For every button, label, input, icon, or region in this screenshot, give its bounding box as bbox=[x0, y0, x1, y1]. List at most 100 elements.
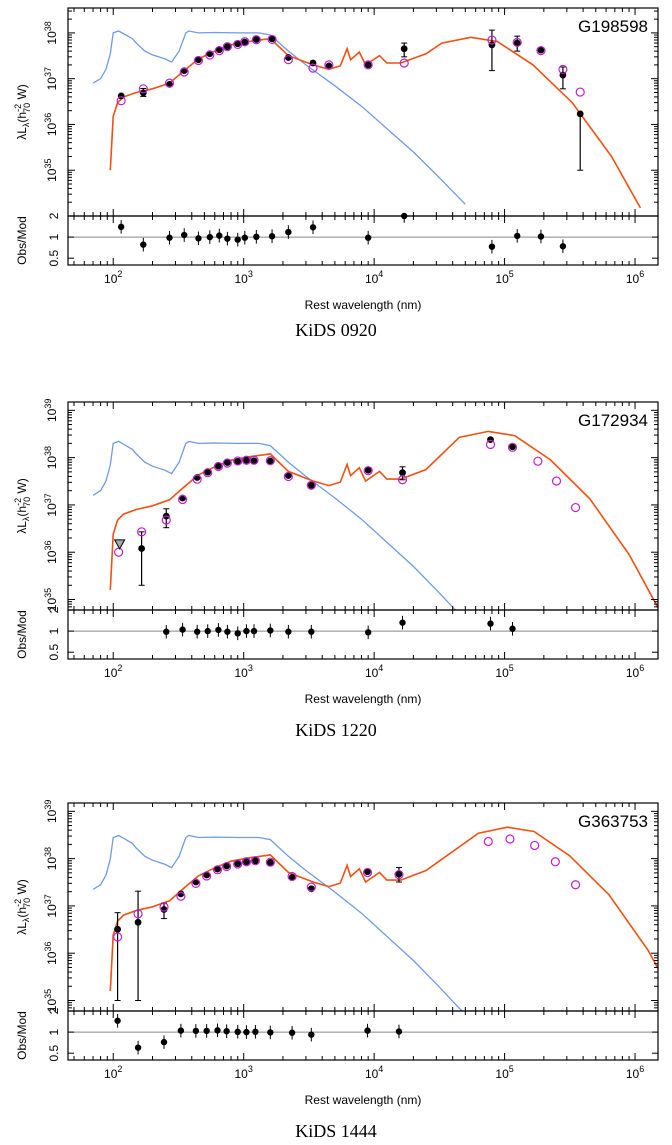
ratio-point bbox=[509, 625, 516, 632]
observed-point bbox=[134, 918, 142, 926]
model-photometry-point bbox=[306, 882, 316, 892]
y-tick-label: 1036 bbox=[43, 113, 59, 136]
y-tick-label: 1039 bbox=[43, 800, 59, 823]
ratio-point bbox=[114, 1017, 121, 1024]
ratio-point bbox=[241, 234, 249, 241]
ratio-point bbox=[267, 627, 274, 634]
sed-panel-g172934: 1035 1036 1037 1038 1039 2 1 0.5 102 103 104 105 106… bbox=[13, 399, 659, 740]
observed-point bbox=[214, 865, 221, 873]
model-photometry-point bbox=[205, 50, 215, 60]
observed-point bbox=[252, 36, 260, 43]
model-photometry-point bbox=[114, 547, 124, 557]
model-photometry-point bbox=[394, 869, 404, 880]
ratio-point bbox=[308, 628, 315, 635]
model-photometry-point bbox=[283, 55, 293, 65]
observed-point bbox=[307, 481, 315, 489]
ratio-point bbox=[234, 630, 241, 637]
model-photometry-point bbox=[551, 476, 562, 486]
ratio-point bbox=[166, 234, 173, 241]
ratio-point bbox=[285, 628, 292, 635]
y-tick-label: 1037 bbox=[43, 67, 59, 90]
main-plot-frame bbox=[67, 401, 659, 611]
total-model-curve bbox=[109, 36, 642, 209]
x-tick-label: 104 bbox=[365, 663, 383, 680]
observed-point bbox=[180, 67, 188, 75]
model-photometry-point bbox=[251, 35, 261, 45]
ratio-point bbox=[514, 232, 521, 240]
observed-point bbox=[399, 469, 406, 477]
ratio-tick-label: 2 bbox=[47, 606, 61, 613]
y-tick-label: 1035 bbox=[43, 159, 59, 182]
observed-point bbox=[395, 870, 403, 878]
model-photometry-point bbox=[133, 909, 143, 919]
ratio-point bbox=[234, 236, 241, 243]
observed-point bbox=[204, 468, 212, 476]
model-photometry-point bbox=[212, 865, 223, 875]
observed-point bbox=[288, 874, 296, 881]
model-photometry-point bbox=[363, 466, 373, 476]
model-photometry-point bbox=[397, 475, 408, 485]
observed-point bbox=[203, 871, 211, 879]
model-photometry-point bbox=[214, 46, 224, 56]
observed-point bbox=[177, 890, 185, 898]
ratio-tick-label: 1 bbox=[47, 627, 61, 634]
x-tick-label: 104 bbox=[365, 269, 383, 286]
model-photometry-point bbox=[213, 461, 224, 472]
model-photometry-point bbox=[203, 468, 213, 478]
ratio-point bbox=[268, 233, 276, 240]
x-tick-label: 102 bbox=[104, 269, 122, 286]
residual-plot-frame bbox=[67, 609, 659, 660]
model-photometry-point bbox=[363, 60, 373, 70]
model-photometry-point bbox=[536, 46, 546, 56]
model-photometry-point bbox=[399, 58, 409, 68]
ratio-point bbox=[134, 1044, 142, 1051]
ratio-point bbox=[288, 1029, 296, 1036]
model-photometry-point bbox=[240, 37, 250, 47]
y-tick-label: 1035 bbox=[43, 588, 59, 611]
stellar-model-curve bbox=[92, 30, 466, 205]
y-tick-label: 1038 bbox=[43, 847, 59, 870]
upper-limit-marker bbox=[113, 539, 126, 550]
model-photometry-point bbox=[241, 857, 252, 867]
ratio-point bbox=[253, 233, 260, 241]
model-photometry-point bbox=[570, 880, 581, 890]
x-tick-label: 103 bbox=[234, 1064, 252, 1081]
model-photometry-point bbox=[202, 871, 212, 881]
observed-point bbox=[223, 862, 231, 870]
ratio-point bbox=[179, 626, 186, 633]
main-plot-frame bbox=[67, 802, 659, 1012]
ratio-point bbox=[364, 1027, 371, 1034]
stellar-model-curve bbox=[92, 440, 457, 610]
ratio-point bbox=[117, 223, 125, 231]
observed-point bbox=[250, 457, 258, 465]
observed-point bbox=[234, 458, 242, 465]
ratio-tick-label: 1 bbox=[47, 233, 61, 240]
object-id-label: G198598 bbox=[578, 17, 648, 36]
observed-point bbox=[243, 456, 250, 464]
y-tick-label: 1037 bbox=[43, 493, 59, 516]
observed-point bbox=[243, 858, 250, 866]
ratio-axis-label: Obs/Mod bbox=[15, 610, 29, 659]
ratio-point bbox=[195, 235, 202, 242]
panel-caption: KiDS 0920 bbox=[295, 320, 377, 340]
panel-caption: KiDS 1444 bbox=[295, 1121, 377, 1141]
y-tick-label: 1037 bbox=[43, 894, 59, 917]
ratio-point bbox=[267, 1029, 274, 1036]
observed-point bbox=[192, 878, 200, 886]
observed-point bbox=[241, 38, 249, 46]
ratio-point bbox=[285, 228, 292, 236]
x-tick-label: 102 bbox=[104, 663, 122, 680]
ratio-point bbox=[177, 1027, 185, 1034]
model-photometry-point bbox=[533, 456, 543, 466]
observed-point bbox=[166, 80, 173, 88]
observed-point bbox=[513, 39, 521, 47]
ratio-tick-label: 0.5 bbox=[47, 644, 61, 661]
ratio-point bbox=[140, 241, 147, 248]
model-photometry-point bbox=[267, 34, 277, 45]
x-tick-label: 105 bbox=[495, 663, 513, 680]
model-photometry-point bbox=[222, 861, 232, 872]
x-tick-label: 103 bbox=[234, 269, 252, 286]
y-axis-label: λLλ(h-270 W) bbox=[13, 84, 32, 140]
model-photometry-point bbox=[265, 456, 275, 466]
y-tick-label: 1035 bbox=[43, 989, 59, 1012]
